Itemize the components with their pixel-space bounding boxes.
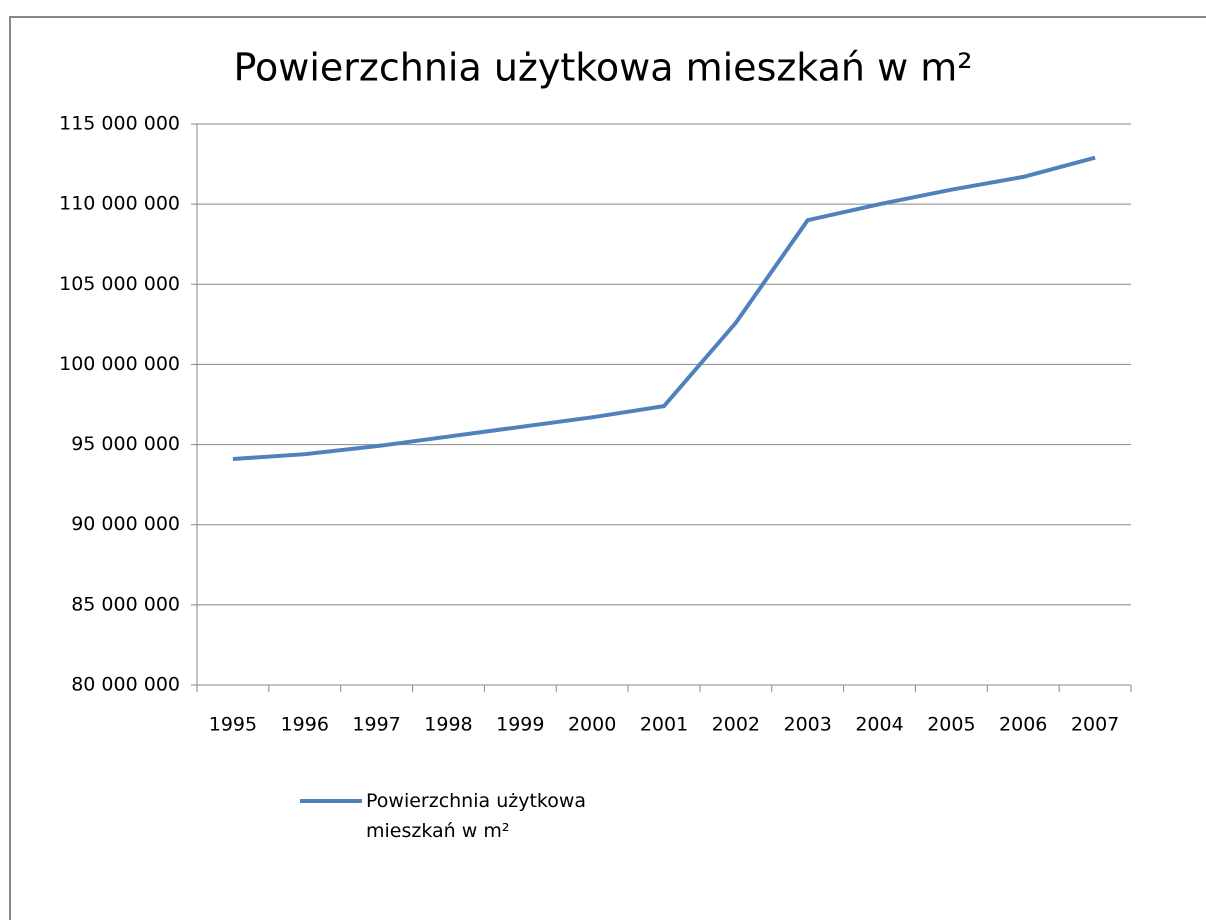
y-tick-label: 110 000 000 (59, 193, 180, 215)
x-tick-label: 1995 (209, 714, 257, 736)
y-tick-label: 90 000 000 (71, 513, 180, 535)
x-tick-label: 1999 (496, 714, 544, 736)
x-tick-label: 2000 (568, 714, 616, 736)
y-tick-label: 115 000 000 (59, 113, 180, 135)
y-tick-label: 85 000 000 (71, 593, 180, 615)
y-tick-label: 100 000 000 (59, 353, 180, 375)
x-tick-label: 2005 (927, 714, 975, 736)
x-tick-label: 1996 (281, 714, 329, 736)
y-tick-label: 95 000 000 (71, 433, 180, 455)
x-tick-label: 1997 (352, 714, 400, 736)
data-line (232, 155, 1096, 461)
x-tick-label: 2006 (999, 714, 1047, 736)
x-tick-label: 2003 (784, 714, 832, 736)
x-tick-label: 1998 (424, 714, 472, 736)
y-tick-label: 80 000 000 (71, 674, 180, 696)
legend-label: Powierzchnia użytkowa mieszkań w m² (366, 790, 587, 842)
chart-frame (9, 16, 1206, 920)
x-tick-label: 2001 (640, 714, 688, 736)
x-tick-label: 2004 (855, 714, 903, 736)
x-tick-label: 2002 (712, 714, 760, 736)
x-tick-label: 2007 (1071, 714, 1119, 736)
y-tick-label: 105 000 000 (59, 273, 180, 295)
chart-title: Powierzchnia użytkowa mieszkań w m² (233, 46, 972, 90)
